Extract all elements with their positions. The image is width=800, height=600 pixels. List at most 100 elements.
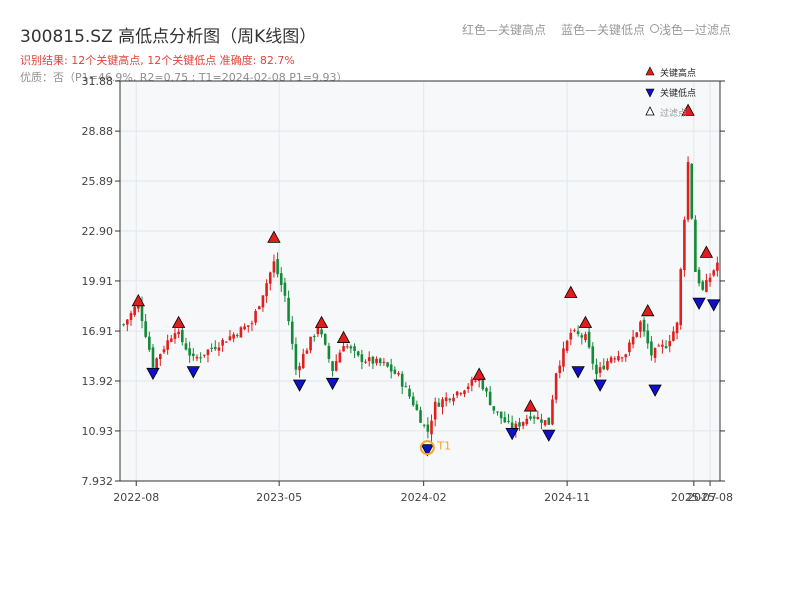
y-tick-label: 22.90 xyxy=(82,225,114,238)
candle-body xyxy=(250,323,254,325)
candle-body xyxy=(181,330,184,343)
key-high-marker xyxy=(472,367,486,380)
candle-body xyxy=(536,416,540,420)
legend-label: 关键高点 xyxy=(660,67,696,79)
candle-body xyxy=(404,386,408,388)
candle-body xyxy=(276,259,279,275)
candle-body xyxy=(679,269,683,326)
candle-body xyxy=(598,367,602,373)
candle-body xyxy=(507,420,510,422)
top-legend-red: 红色—关键高点 xyxy=(462,23,547,37)
key-low-marker xyxy=(648,384,662,397)
candle-body xyxy=(364,361,367,363)
key-low-marker xyxy=(692,297,706,310)
candle-body xyxy=(624,354,628,358)
candle-body xyxy=(199,357,202,359)
candle-body xyxy=(191,353,195,357)
key-high-marker xyxy=(564,285,578,298)
candle-body xyxy=(334,361,338,371)
candle-body xyxy=(521,422,525,426)
candle-body xyxy=(455,391,459,396)
candle-body xyxy=(312,336,316,338)
candle-body xyxy=(411,396,415,406)
legend-label: 关键低点 xyxy=(660,87,696,99)
candle-body xyxy=(661,344,664,347)
candle-body xyxy=(628,342,631,353)
key-high-marker xyxy=(699,245,714,258)
candle-body xyxy=(298,366,301,371)
candle-body xyxy=(492,406,496,411)
candle-body xyxy=(708,277,712,283)
candle-body xyxy=(349,346,353,349)
candle-body xyxy=(228,336,232,341)
candle-body xyxy=(309,336,312,351)
top-legend-blue: 蓝色—关键低点 xyxy=(561,23,646,37)
candle-body xyxy=(323,333,327,345)
candle-body xyxy=(393,369,397,374)
y-tick-label: 28.88 xyxy=(82,125,114,138)
key-low-marker xyxy=(707,299,721,312)
candle-body xyxy=(268,272,272,284)
candle-body xyxy=(540,419,543,423)
candle-body xyxy=(635,332,639,337)
candle-body xyxy=(367,357,371,362)
candle-body xyxy=(144,321,147,337)
candle-body xyxy=(466,386,470,389)
candle-body xyxy=(283,282,287,296)
candle-body xyxy=(606,361,609,370)
candle-body xyxy=(195,356,199,359)
candle-body xyxy=(565,340,569,351)
y-tick-label: 7.932 xyxy=(82,475,114,488)
candle-body xyxy=(463,390,466,395)
candle-body xyxy=(562,348,565,367)
t1-marker xyxy=(419,440,435,456)
candle-body xyxy=(331,361,334,372)
candle-body xyxy=(246,325,250,327)
candle-body xyxy=(701,281,705,290)
candle-body xyxy=(375,358,378,364)
candle-body xyxy=(668,341,672,347)
x-tick-label: 2023-05 xyxy=(256,491,302,504)
candle-body xyxy=(221,339,224,346)
candle-body xyxy=(587,331,591,348)
candle-body xyxy=(415,404,419,411)
candle-body xyxy=(448,398,452,401)
candle-body xyxy=(257,306,261,310)
key-high-marker xyxy=(523,399,538,412)
candle-body xyxy=(481,377,485,390)
candle-body xyxy=(496,411,499,413)
key-low-marker xyxy=(186,366,200,379)
candle-body xyxy=(569,332,573,340)
candle-body xyxy=(433,401,437,420)
candle-body xyxy=(470,379,474,386)
x-tick-label: 2022-08 xyxy=(113,491,159,504)
candle-body xyxy=(122,324,125,326)
candle-body xyxy=(342,346,345,352)
candle-body xyxy=(584,334,587,341)
legend-high-icon xyxy=(645,66,655,76)
candle-body xyxy=(686,162,690,220)
candle-body xyxy=(532,416,536,419)
candle-body xyxy=(287,297,290,322)
candle-body xyxy=(235,335,239,337)
plot-frame xyxy=(119,80,721,482)
key-high-marker xyxy=(336,330,351,343)
t1-label: T1 xyxy=(436,440,451,453)
candle-body xyxy=(239,327,243,338)
candle-body xyxy=(265,283,268,297)
candle-body xyxy=(184,343,188,350)
candle-body xyxy=(327,345,331,359)
top-legend-light: 浅色—过滤点 xyxy=(650,21,731,38)
y-tick-label: 19.91 xyxy=(82,275,114,288)
candle-body xyxy=(547,417,551,425)
candle-body xyxy=(694,219,697,272)
candle-body xyxy=(320,329,323,335)
candle-body xyxy=(609,357,613,363)
candle-body xyxy=(426,424,430,432)
candle-body xyxy=(272,261,276,273)
candle-body xyxy=(485,388,488,392)
candle-body xyxy=(664,346,668,348)
candle-body xyxy=(518,422,521,427)
candle-body xyxy=(459,393,463,395)
candle-body xyxy=(499,411,503,419)
